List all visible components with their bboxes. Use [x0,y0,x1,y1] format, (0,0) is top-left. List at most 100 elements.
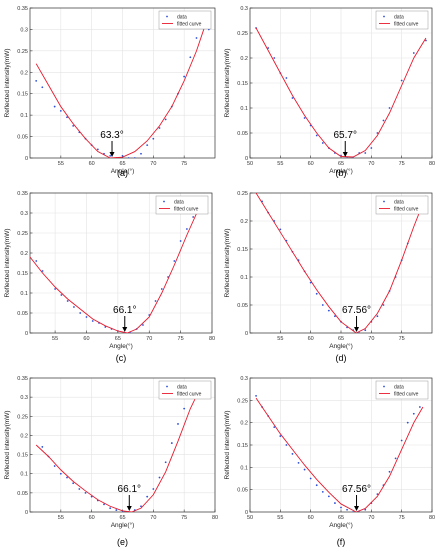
data-point [121,154,124,157]
x-tick-label: 60 [308,336,314,342]
data-point [170,442,173,444]
x-tick-label: 80 [212,515,218,521]
y-tick-label: 0.25 [17,231,28,237]
y-tick-label: 0.2 [240,421,248,427]
data-point [54,288,57,290]
y-tick-label: 0.05 [17,135,28,141]
y-tick-label: 0.35 [17,191,28,197]
data-point [309,281,312,284]
data-point [152,137,155,140]
x-tick-label: 70 [150,161,156,167]
y-tick-label: 0.1 [20,113,28,119]
y-tick-label: 0.25 [17,414,28,420]
data-point [59,472,62,475]
y-tick-label: 0.2 [240,219,248,225]
data-point [109,154,112,157]
y-tick-label: 0.3 [240,376,248,382]
data-point [334,502,336,504]
annotation-label: 67.56° [342,484,371,495]
legend-fit-label: fitted curve [177,21,202,27]
x-axis-label: Angle(°) [111,167,135,175]
y-tick-label: 0 [25,510,28,516]
y-tick-label: 0.1 [20,291,28,297]
annotation-label: 67.56° [342,305,371,316]
data-point [35,260,38,262]
data-point [279,228,282,231]
x-tick-label: 60 [308,515,314,521]
data-point [66,116,68,119]
x-tick-label: 65 [119,515,125,521]
data-point [142,324,144,326]
y-tick-label: 0.1 [240,106,248,112]
y-axis-label: Reflected intensity(mW) [224,49,231,118]
data-point [84,491,87,494]
x-tick-label: 80 [429,161,435,167]
legend-box [158,10,212,30]
legend-box [375,195,429,215]
x-tick-label: 65 [115,336,121,342]
x-tick-label: 75 [181,515,187,521]
annotation-label: 63.3° [100,130,123,141]
series-layer [255,394,424,512]
x-tick-label: 55 [52,336,58,342]
data-point [154,300,157,302]
x-axis-label: Angle(°) [329,167,353,175]
series-layer [255,27,427,158]
data-point [72,482,75,485]
y-tick-label: 0.3 [20,27,28,33]
data-point [334,315,336,318]
x-tick-label: 60 [83,336,89,342]
y-tick-label: 0.05 [17,311,28,317]
data-point [267,47,270,49]
y-tick-label: 0.05 [17,491,28,497]
data-point [195,37,198,39]
x-axis-label: Angle(°) [329,342,353,350]
data-point [291,453,294,455]
data-point [394,457,397,460]
legend-data-marker [166,15,168,18]
data-point [279,435,282,437]
annotation-arrow-head [354,506,360,511]
data-point [303,468,306,471]
data-point [327,495,330,498]
x-tick-label: 55 [58,161,64,167]
x-tick-label: 65 [119,161,125,167]
data-point [158,476,161,479]
y-tick-label: 0.1 [240,465,248,471]
y-tick-label: 0 [25,156,28,162]
y-tick-label: 0.25 [237,31,248,37]
data-point [315,292,318,295]
data-point [388,107,391,109]
data-point [185,228,188,230]
y-axis-label: Reflected intensity(mW) [224,229,231,298]
data-point [173,260,176,262]
data-point [160,288,163,290]
x-axis-label: Angle(°) [109,342,133,350]
y-tick-label: 0.15 [237,443,248,449]
data-point [370,147,373,149]
data-point [382,119,385,122]
x-tick-label: 65 [338,515,344,521]
legend-fit-label: fitted curve [394,206,419,212]
data-point [315,134,318,137]
legend-data-label: data [394,384,404,390]
x-tick-label: 70 [368,161,374,167]
data-point [273,426,276,429]
annotation-label: 66.1° [118,484,141,495]
data-point [96,148,99,151]
data-point [346,157,348,158]
annotation-label: 65.7° [334,130,357,141]
annotation-arrow-head [109,152,115,157]
x-tick-label: 55 [58,515,64,521]
y-tick-label: 0.15 [237,247,248,253]
data-point [327,309,330,312]
y-tick-label: 0.1 [240,275,248,281]
panel-label: (c) [116,353,127,363]
data-point [59,109,62,112]
panel-label: (b) [336,168,347,178]
y-axis-label: Reflected intensity(mW) [4,411,11,480]
chart-panel: 55 60 65 70 75 0 0.05 0.1 0.15 0.2 0.25 0.3 0.35 Angl… [4,6,216,178]
x-tick-label: 75 [178,336,184,342]
data-point [364,329,367,332]
